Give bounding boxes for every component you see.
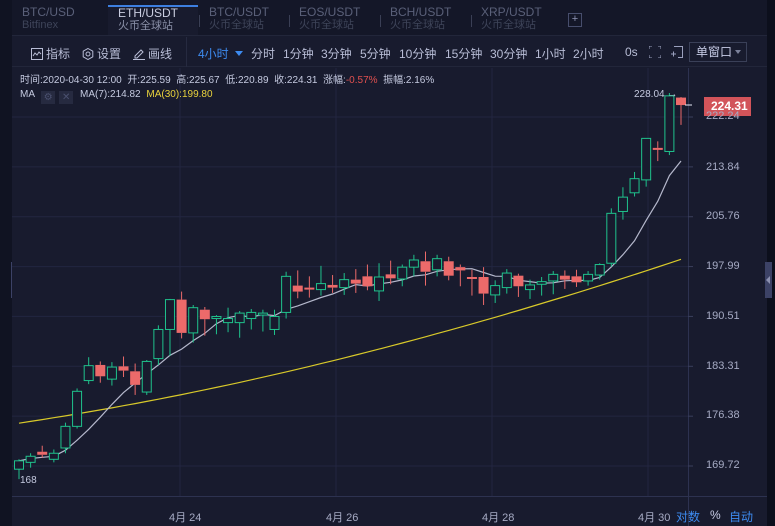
percent-scale-toggle[interactable]: %: [710, 508, 721, 522]
chevron-left-icon: [766, 276, 770, 284]
toolbar-divider: [186, 37, 187, 67]
interval-10m[interactable]: 10分钟: [399, 47, 437, 61]
interval-1h[interactable]: 1小时: [535, 47, 566, 61]
tab-btc-usd[interactable]: BTC/USD Bitfinex: [12, 6, 102, 36]
tab-eth-usdt[interactable]: ETH/USDT 火币全球站: [108, 5, 198, 35]
amplitude-label: 振幅:: [383, 75, 406, 86]
symbol-tabs: BTC/USD Bitfinex ETH/USDT 火币全球站 BTC/USDT…: [12, 0, 767, 36]
tab-btc-usdt[interactable]: BTC/USDT 火币全球站: [199, 6, 289, 36]
tab-separator: [289, 15, 290, 27]
draw-label: 画线: [148, 47, 173, 61]
tab-symbol: EOS/USDT: [299, 5, 361, 19]
indicators-label: 指标: [46, 47, 71, 61]
close-label: 收:: [274, 75, 287, 86]
open-value: 225.59: [140, 75, 171, 86]
y-tick: 205.76: [706, 210, 740, 222]
draw-button[interactable]: 画线: [133, 45, 172, 62]
tab-exchange: 火币全球站: [481, 19, 536, 31]
interval-30m[interactable]: 30分钟: [490, 47, 528, 61]
ma7-value: MA(7):214.82: [80, 89, 141, 100]
gear-icon: [82, 48, 94, 60]
ma-close-icon[interactable]: ✕: [59, 91, 74, 104]
low-value: 220.89: [237, 75, 269, 86]
min-price-label: 168: [20, 475, 37, 486]
candlestick-chart[interactable]: [12, 0, 767, 526]
y-tick: 176.38: [706, 409, 740, 421]
chart-line-icon: [31, 48, 43, 60]
screenshot-button[interactable]: [671, 45, 686, 59]
tab-symbol: BTC/USD: [22, 5, 75, 19]
tab-symbol: ETH/USDT: [118, 6, 178, 20]
change-value: -0.57%: [345, 75, 378, 86]
last-price-tag: 224.31: [704, 97, 751, 116]
change-label: 涨幅:: [323, 75, 346, 86]
tab-separator: [471, 15, 472, 27]
tab-symbol: BCH/USDT: [390, 5, 452, 19]
window-mode-dropdown[interactable]: 单窗口: [689, 42, 747, 62]
collapse-right-handle[interactable]: [765, 262, 772, 298]
time-value: 2020-04-30 12:00: [42, 75, 122, 86]
auto-scale-toggle[interactable]: 自动: [729, 510, 754, 524]
interval-selected: 4小时: [198, 47, 229, 61]
window-mode-label: 单窗口: [696, 45, 733, 59]
chart-toolbar: 指标 设置 画线 4小时 分时 1分钟 3分钟 5分钟 10分钟 15分钟 30…: [12, 37, 767, 67]
tab-exchange: Bitfinex: [22, 19, 59, 31]
y-tick: 222.24: [706, 110, 740, 122]
time-label: 时间:: [20, 75, 43, 86]
ma-settings-icon[interactable]: ⚙: [41, 91, 56, 104]
settings-label: 设置: [97, 47, 122, 61]
interval-3m[interactable]: 3分钟: [321, 47, 352, 61]
amplitude-value: 2.16%: [405, 75, 435, 86]
tab-separator: [199, 15, 200, 27]
open-label: 开:: [127, 75, 141, 86]
interval-timeline[interactable]: 分时: [251, 47, 276, 61]
indicators-button[interactable]: 指标: [31, 45, 70, 62]
caret-down-icon: [234, 51, 243, 56]
caret-down-icon: [735, 50, 742, 54]
tab-eos-usdt[interactable]: EOS/USDT 火币全球站: [289, 6, 379, 36]
settings-button[interactable]: 设置: [82, 45, 121, 62]
low-label: 低:: [225, 75, 238, 86]
x-tick: 4月 28: [482, 512, 515, 524]
high-label: 高:: [176, 75, 190, 86]
x-tick: 4月 26: [326, 512, 359, 524]
y-tick: 197.99: [706, 260, 740, 272]
close-value: 224.31: [286, 75, 318, 86]
y-tick: 190.51: [706, 310, 740, 322]
log-scale-toggle[interactable]: 对数: [676, 510, 701, 524]
timer-label: 0s: [625, 45, 638, 59]
tab-symbol: XRP/USDT: [481, 5, 542, 19]
x-tick: 4月 24: [169, 512, 202, 524]
pencil-icon: [133, 49, 145, 60]
tab-xrp-usdt[interactable]: XRP/USDT 火币全球站: [471, 6, 561, 36]
add-window-icon: [671, 46, 683, 58]
add-tab-button[interactable]: +: [568, 13, 582, 27]
interval-2h[interactable]: 2小时: [573, 47, 604, 61]
ma30-value: MA(30):199.80: [146, 89, 213, 100]
tab-bch-usdt[interactable]: BCH/USDT 火币全球站: [380, 6, 470, 36]
max-price-label: 228.04 →: [634, 89, 678, 100]
tab-exchange: 火币全球站: [299, 19, 354, 31]
tab-exchange: 火币全球站: [209, 19, 264, 31]
ohlc-info: 时间:2020-04-30 12:00 开:225.59 高:225.67 低:…: [20, 71, 434, 86]
high-value: 225.67: [189, 75, 220, 86]
interval-15m[interactable]: 15分钟: [445, 47, 483, 61]
ma-legend: MA ⚙ ✕ MA(7):214.82 MA(30):199.80: [20, 89, 213, 104]
tab-symbol: BTC/USDT: [209, 5, 269, 19]
interval-1m[interactable]: 1分钟: [283, 47, 314, 61]
trading-app: BTC/USD Bitfinex ETH/USDT 火币全球站 BTC/USDT…: [12, 0, 767, 526]
tab-exchange: 火币全球站: [390, 19, 445, 31]
interval-dropdown[interactable]: 4小时: [198, 45, 243, 62]
tab-separator: [380, 15, 381, 27]
y-tick: 169.72: [706, 459, 740, 471]
y-tick: 213.84: [706, 161, 740, 173]
y-tick: 183.31: [706, 360, 740, 372]
interval-5m[interactable]: 5分钟: [360, 47, 391, 61]
x-tick: 4月 30: [638, 512, 671, 524]
ma-label: MA: [20, 89, 35, 100]
left-panel-edge: [0, 0, 12, 526]
tab-exchange: 火币全球站: [118, 20, 173, 32]
